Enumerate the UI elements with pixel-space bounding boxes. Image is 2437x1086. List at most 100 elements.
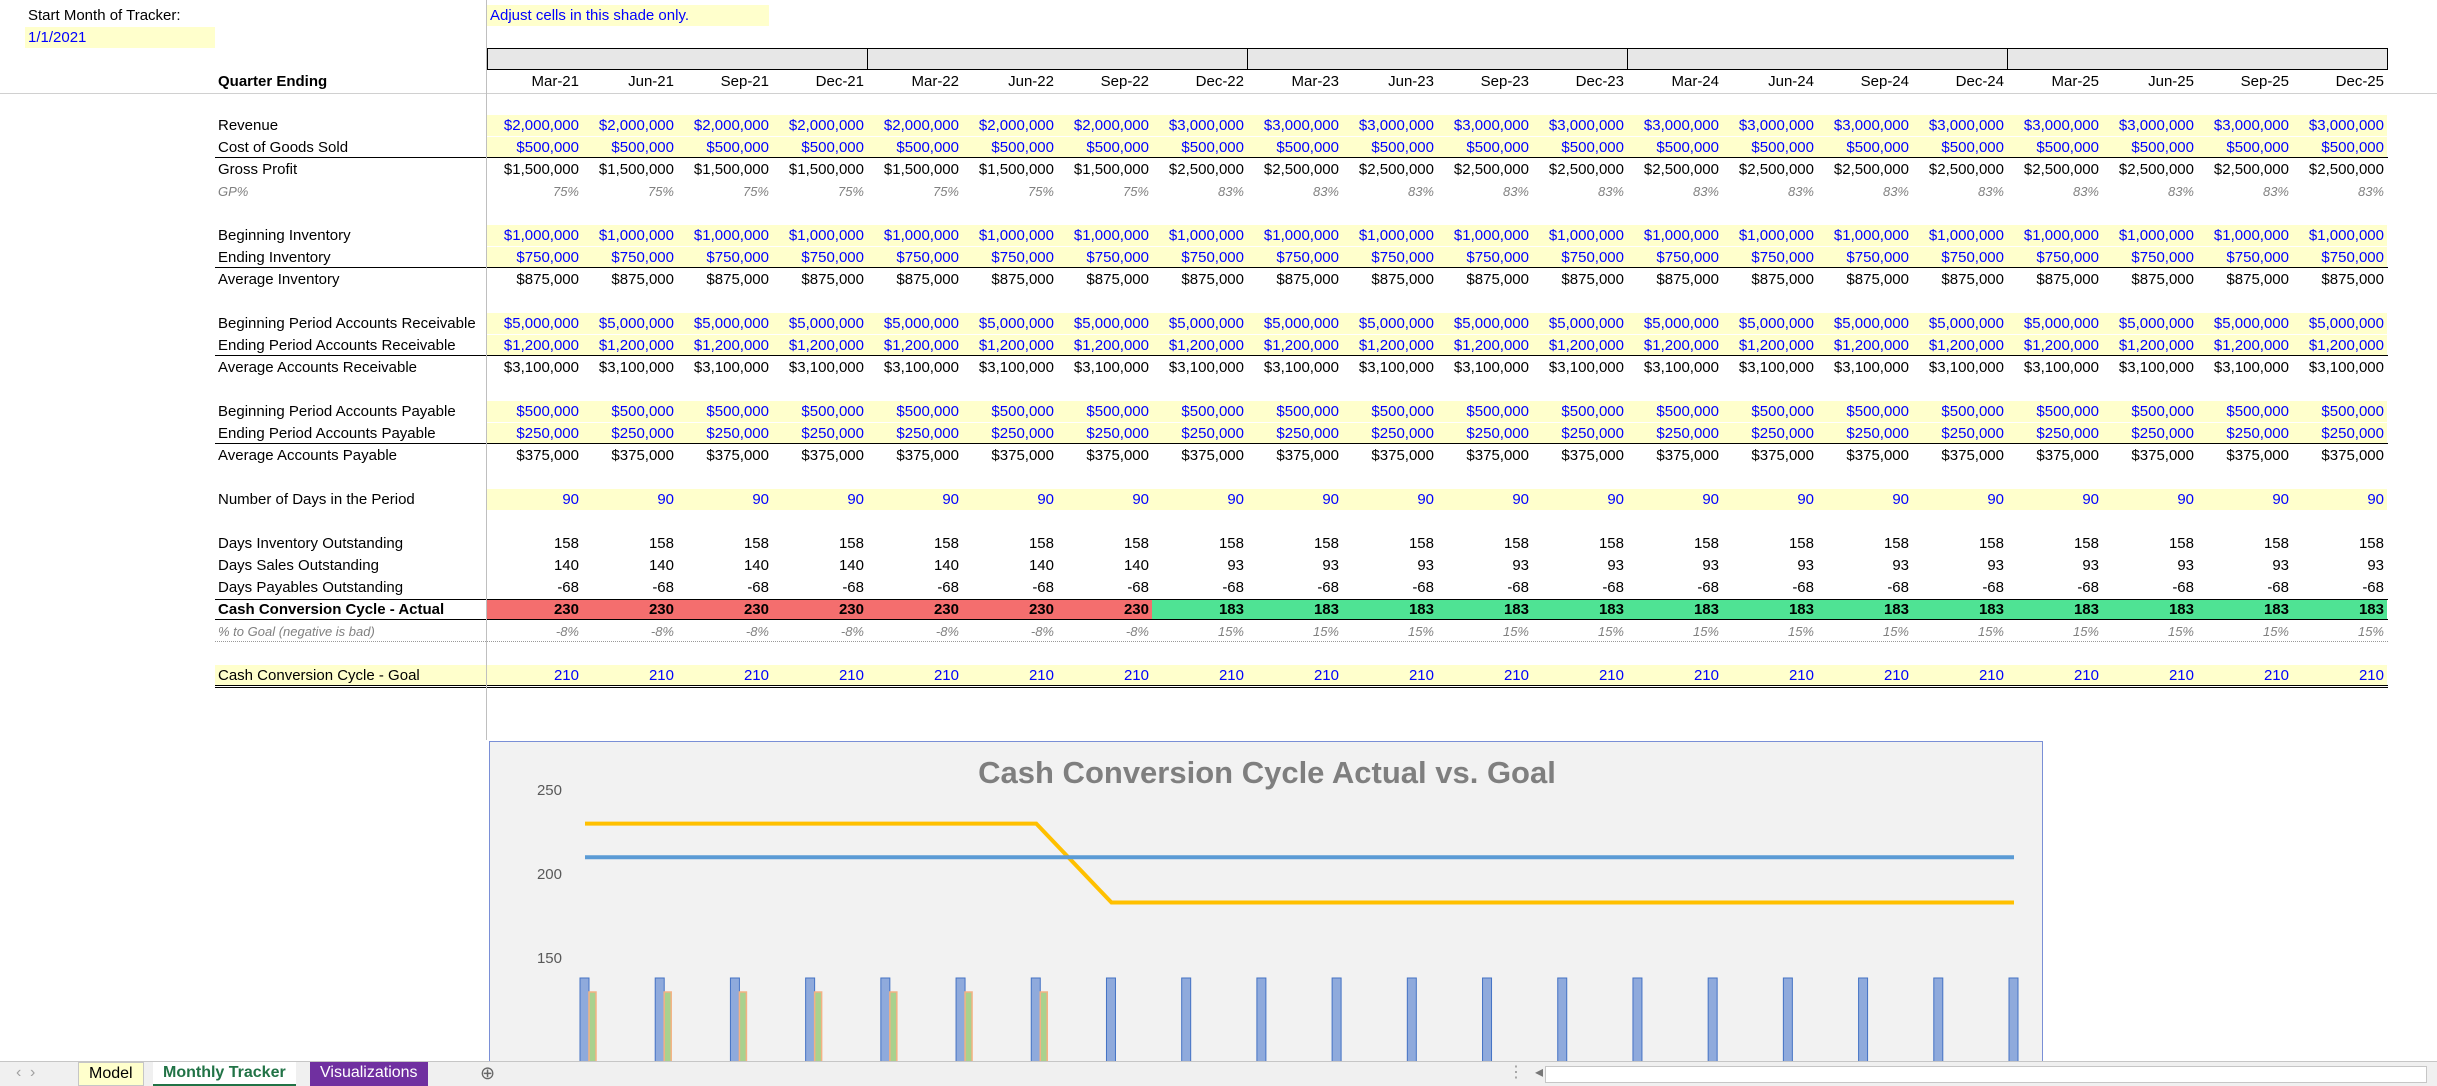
data-cell[interactable]: 210	[867, 665, 962, 686]
data-cell[interactable]: $3,000,000	[1532, 115, 1627, 136]
data-cell[interactable]: $250,000	[2292, 423, 2387, 444]
data-cell[interactable]: $1,200,000	[1152, 335, 1247, 356]
data-cell[interactable]: $2,000,000	[867, 115, 962, 136]
data-cell[interactable]: $500,000	[1532, 137, 1627, 158]
data-cell[interactable]: $3,000,000	[1247, 115, 1342, 136]
data-cell[interactable]: 210	[1627, 665, 1722, 686]
data-cell[interactable]: $2,000,000	[772, 115, 867, 136]
data-cell[interactable]: $1,200,000	[1437, 335, 1532, 356]
data-cell[interactable]: $1,200,000	[2292, 335, 2387, 356]
data-cell[interactable]: $1,200,000	[2197, 335, 2292, 356]
data-cell[interactable]: 90	[772, 489, 867, 510]
data-cell[interactable]: $500,000	[1627, 137, 1722, 158]
data-cell[interactable]: $500,000	[2007, 401, 2102, 422]
data-cell[interactable]: $250,000	[1722, 423, 1817, 444]
data-cell[interactable]: $5,000,000	[1817, 313, 1912, 334]
data-cell[interactable]: 210	[772, 665, 867, 686]
data-cell[interactable]: $500,000	[487, 137, 582, 158]
data-cell[interactable]: $3,000,000	[1627, 115, 1722, 136]
data-cell[interactable]: $500,000	[677, 401, 772, 422]
tab-monthly-tracker[interactable]: Monthly Tracker	[153, 1062, 296, 1086]
data-cell[interactable]: 90	[2197, 489, 2292, 510]
data-cell[interactable]: $500,000	[2292, 401, 2387, 422]
data-cell[interactable]: $250,000	[1817, 423, 1912, 444]
data-cell[interactable]: $500,000	[1057, 401, 1152, 422]
data-cell[interactable]: $750,000	[962, 247, 1057, 268]
data-cell[interactable]: $250,000	[1057, 423, 1152, 444]
data-cell[interactable]: 90	[2102, 489, 2197, 510]
data-cell[interactable]: $5,000,000	[867, 313, 962, 334]
data-cell[interactable]: $500,000	[772, 401, 867, 422]
data-cell[interactable]: $2,000,000	[962, 115, 1057, 136]
data-cell[interactable]: $1,200,000	[2007, 335, 2102, 356]
data-cell[interactable]: 90	[867, 489, 962, 510]
horizontal-scrollbar[interactable]	[1545, 1066, 2427, 1083]
data-cell[interactable]: 210	[487, 665, 582, 686]
data-cell[interactable]: $500,000	[1152, 137, 1247, 158]
data-cell[interactable]: 210	[1057, 665, 1152, 686]
data-cell[interactable]: $1,000,000	[1817, 225, 1912, 246]
data-cell[interactable]: 90	[1342, 489, 1437, 510]
data-cell[interactable]: $5,000,000	[487, 313, 582, 334]
data-cell[interactable]: $500,000	[2197, 137, 2292, 158]
data-cell[interactable]: $1,000,000	[2197, 225, 2292, 246]
data-cell[interactable]: $750,000	[2007, 247, 2102, 268]
data-cell[interactable]: $1,000,000	[1627, 225, 1722, 246]
data-cell[interactable]: $500,000	[1722, 401, 1817, 422]
data-cell[interactable]: $750,000	[867, 247, 962, 268]
data-cell[interactable]: 210	[962, 665, 1057, 686]
data-cell[interactable]: $1,200,000	[1627, 335, 1722, 356]
data-cell[interactable]: $750,000	[1342, 247, 1437, 268]
data-cell[interactable]: $1,200,000	[867, 335, 962, 356]
data-cell[interactable]: $750,000	[1532, 247, 1627, 268]
data-cell[interactable]: $3,000,000	[1722, 115, 1817, 136]
cash-conversion-chart[interactable]: Cash Conversion Cycle Actual vs. Goal 250…	[489, 741, 2043, 1061]
data-cell[interactable]: $1,000,000	[1722, 225, 1817, 246]
data-cell[interactable]: $250,000	[2102, 423, 2197, 444]
data-cell[interactable]: $500,000	[1532, 401, 1627, 422]
data-cell[interactable]: $250,000	[962, 423, 1057, 444]
data-cell[interactable]: $250,000	[582, 423, 677, 444]
data-cell[interactable]: 90	[1437, 489, 1532, 510]
data-cell[interactable]: 210	[2292, 665, 2387, 686]
data-cell[interactable]: 210	[1722, 665, 1817, 686]
data-cell[interactable]: $250,000	[1627, 423, 1722, 444]
data-cell[interactable]: $1,000,000	[2007, 225, 2102, 246]
data-cell[interactable]: $500,000	[1817, 401, 1912, 422]
data-cell[interactable]: $750,000	[1057, 247, 1152, 268]
data-cell[interactable]: 210	[677, 665, 772, 686]
data-cell[interactable]: $2,000,000	[487, 115, 582, 136]
nav-next-icon[interactable]: ›	[30, 1064, 36, 1081]
data-cell[interactable]: $5,000,000	[962, 313, 1057, 334]
data-cell[interactable]: $5,000,000	[1342, 313, 1437, 334]
data-cell[interactable]: $1,200,000	[1057, 335, 1152, 356]
hscroll-left-icon[interactable]: ◂	[1535, 1064, 1544, 1081]
data-cell[interactable]: 90	[1152, 489, 1247, 510]
data-cell[interactable]: $250,000	[772, 423, 867, 444]
data-cell[interactable]: $1,200,000	[1817, 335, 1912, 356]
data-cell[interactable]: 210	[1437, 665, 1532, 686]
data-cell[interactable]: $1,000,000	[1152, 225, 1247, 246]
data-cell[interactable]: $5,000,000	[582, 313, 677, 334]
data-cell[interactable]: $500,000	[1437, 137, 1532, 158]
data-cell[interactable]: $500,000	[1342, 137, 1437, 158]
data-cell[interactable]: $500,000	[772, 137, 867, 158]
data-cell[interactable]: $750,000	[582, 247, 677, 268]
data-cell[interactable]: $500,000	[1912, 137, 2007, 158]
tab-visualizations[interactable]: Visualizations	[310, 1062, 428, 1086]
data-cell[interactable]: 210	[1247, 665, 1342, 686]
data-cell[interactable]: $1,000,000	[1057, 225, 1152, 246]
data-cell[interactable]: 90	[962, 489, 1057, 510]
data-cell[interactable]: $750,000	[1722, 247, 1817, 268]
data-cell[interactable]: $750,000	[1152, 247, 1247, 268]
spreadsheet-grid[interactable]: Start Month of Tracker: 1/1/2021 Adjust …	[0, 0, 2437, 1061]
data-cell[interactable]: $1,000,000	[487, 225, 582, 246]
data-cell[interactable]: $5,000,000	[2007, 313, 2102, 334]
data-cell[interactable]: $750,000	[1247, 247, 1342, 268]
data-cell[interactable]: $1,000,000	[772, 225, 867, 246]
data-cell[interactable]: $500,000	[867, 137, 962, 158]
start-month-input[interactable]: 1/1/2021	[25, 27, 215, 48]
data-cell[interactable]: $250,000	[487, 423, 582, 444]
add-sheet-icon[interactable]: ⊕	[480, 1063, 496, 1083]
data-cell[interactable]: $250,000	[2197, 423, 2292, 444]
